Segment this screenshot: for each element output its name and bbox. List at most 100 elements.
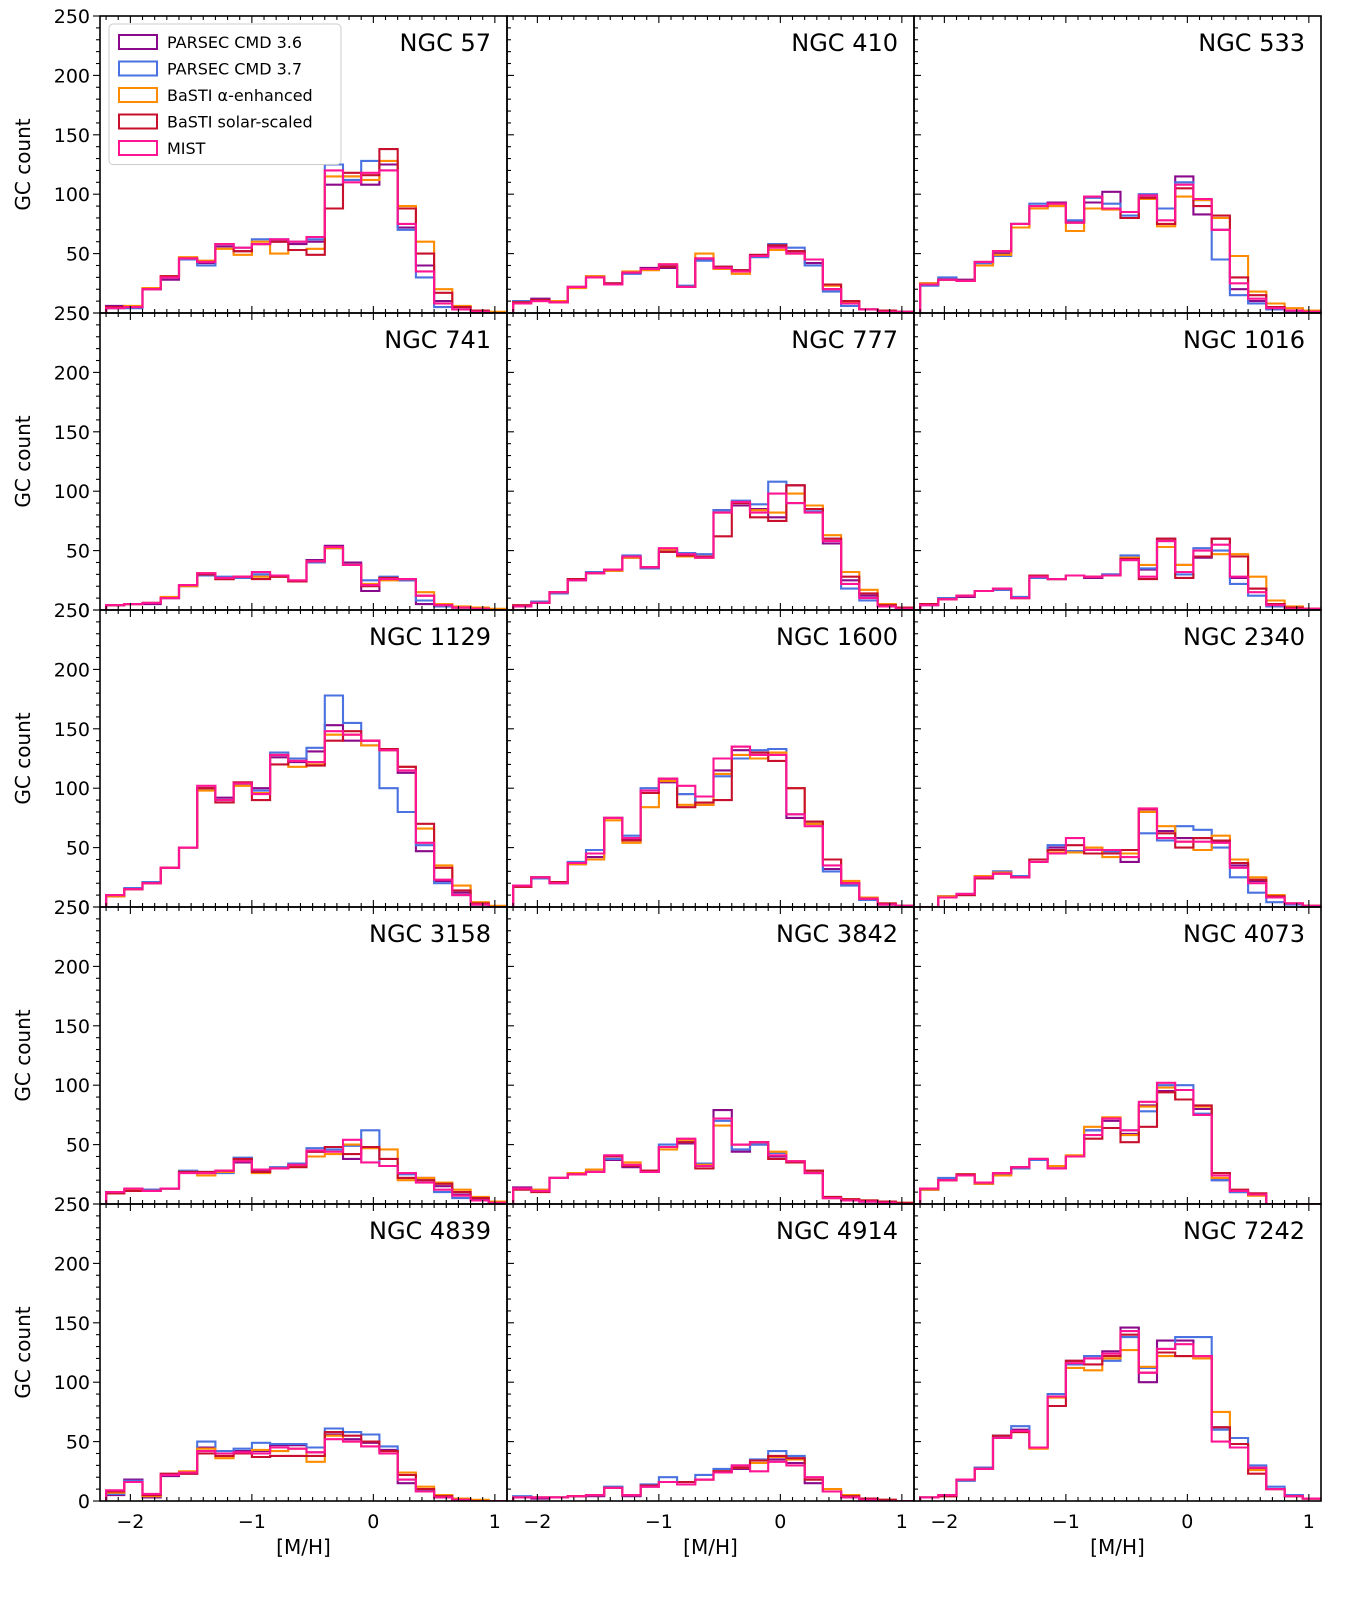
legend-swatch (118, 34, 158, 50)
panel-ngc-4839: 0 50 100 150 200 250 GC count −2 −1 0 1 [M/H] NGC 48… (11, 1194, 508, 1559)
y-tick-label: 200 (54, 659, 90, 681)
panel-ngc-3158: 0 50 100 150 200 250 GC count NGC 3158 (11, 897, 508, 1216)
series-group (512, 1109, 914, 1204)
legend: PARSEC CMD 3.6 PARSEC CMD 3.7 BaSTI α-enha… (108, 23, 342, 165)
panel-frame (506, 1203, 915, 1502)
panel-title: NGC 2340 (1183, 623, 1305, 651)
y-axis-label: GC count (11, 118, 35, 210)
series-mist (105, 1138, 507, 1204)
series-basti-solar-scaled (919, 1091, 1321, 1204)
y-tick-label: 0 (78, 1194, 90, 1216)
y-tick-label: 0 (78, 600, 90, 622)
legend-swatch (118, 60, 158, 77)
panel-title: NGC 410 (791, 29, 898, 57)
panel-frame (913, 609, 1322, 908)
series-mist (512, 246, 914, 313)
series-parsec-cmd-3-7 (919, 1336, 1321, 1501)
x-tick-label: 1 (896, 1511, 908, 1533)
x-tick-label: −1 (1052, 1511, 1080, 1533)
series-group (105, 694, 507, 907)
legend-label: MIST (167, 139, 206, 158)
series-mist (512, 492, 914, 610)
panel-title: NGC 533 (1198, 29, 1305, 57)
x-tick-label: 0 (774, 1511, 786, 1533)
y-tick-label: 250 (54, 303, 90, 325)
series-parsec-cmd-3-7 (919, 181, 1321, 313)
y-tick-label: 150 (54, 1313, 90, 1335)
series-mist (105, 169, 507, 313)
panel-title: NGC 777 (791, 326, 898, 354)
panel-ngc-777: NGC 777 (506, 312, 915, 611)
x-axis-label: [M/H] (1090, 1535, 1145, 1559)
series-mist (512, 1117, 914, 1204)
series-basti-enhanced (919, 1086, 1321, 1204)
series-group (919, 1081, 1321, 1204)
series-group (919, 1326, 1321, 1501)
panel-ngc-533: NGC 533 (913, 15, 1322, 314)
panel-frame (913, 1203, 1322, 1502)
series-group (919, 175, 1321, 313)
series-basti-enhanced (919, 1349, 1321, 1501)
series-group (920, 807, 1321, 907)
panel-ngc-1016: NGC 1016 (913, 312, 1322, 611)
y-tick-label: 200 (54, 1253, 90, 1275)
y-axis-label: GC count (11, 1009, 35, 1101)
y-tick-label: 100 (54, 184, 90, 206)
series-group (512, 480, 914, 610)
y-tick-label: 0 (78, 303, 90, 325)
y-tick-label: 150 (54, 719, 90, 741)
y-tick-label: 50 (66, 244, 90, 266)
legend-box (108, 23, 342, 165)
x-tick-label: −2 (116, 1511, 144, 1533)
y-tick-label: 50 (66, 1135, 90, 1157)
y-tick-label: 100 (54, 481, 90, 503)
series-group (512, 745, 914, 907)
series-mist (105, 545, 507, 610)
y-axis-label: GC count (11, 415, 35, 507)
panel-title: NGC 57 (400, 29, 491, 57)
y-tick-label: 250 (54, 6, 90, 28)
panel-title: NGC 741 (384, 326, 491, 354)
series-group (105, 1427, 507, 1501)
series-parsec-cmd-3-7 (920, 825, 1321, 907)
panel-ngc-4914: −2 −1 0 1 [M/H] NGC 4914 (506, 1203, 915, 1559)
series-mist (512, 745, 914, 907)
y-tick-label: 0 (78, 1491, 90, 1513)
x-axis-label: [M/H] (683, 1535, 738, 1559)
panel-title: NGC 3158 (369, 920, 491, 948)
series-mist (919, 183, 1321, 313)
series-mist (919, 540, 1321, 610)
legend-label: PARSEC CMD 3.7 (167, 60, 302, 79)
panel-title: NGC 1600 (776, 623, 898, 651)
legend-swatch (118, 113, 158, 130)
series-mist (105, 1438, 507, 1501)
panel-ngc-4073: NGC 4073 (913, 906, 1322, 1205)
panel-ngc-741: 0 50 100 150 200 250 GC count NGC 741 (11, 303, 508, 622)
legend-swatch (118, 87, 158, 103)
panel-ngc-1129: 0 50 100 150 200 250 GC count NGC 1129 (11, 600, 508, 919)
y-tick-label: 100 (54, 778, 90, 800)
panel-title: NGC 3842 (776, 920, 898, 948)
y-tick-label: 250 (54, 600, 90, 622)
x-tick-label: 1 (489, 1511, 501, 1533)
y-tick-label: 150 (54, 422, 90, 444)
y-tick-label: 250 (54, 1194, 90, 1216)
panel-title: NGC 1016 (1183, 326, 1305, 354)
panel-frame (506, 906, 915, 1205)
y-axis-label: GC count (11, 1306, 35, 1398)
y-tick-label: 50 (66, 541, 90, 563)
panel-frame (913, 906, 1322, 1205)
y-tick-label: 250 (54, 897, 90, 919)
x-tick-label: −1 (238, 1511, 266, 1533)
series-mist (512, 1460, 914, 1501)
legend-label: BaSTI α-enhanced (167, 86, 313, 105)
y-tick-label: 200 (54, 65, 90, 87)
panel-frame (506, 312, 915, 611)
panel-title: NGC 4073 (1183, 920, 1305, 948)
x-tick-label: 1 (1303, 1511, 1315, 1533)
x-axis-label: [M/H] (276, 1535, 331, 1559)
panel-title: NGC 7242 (1183, 1217, 1305, 1245)
series-group (919, 537, 1321, 610)
